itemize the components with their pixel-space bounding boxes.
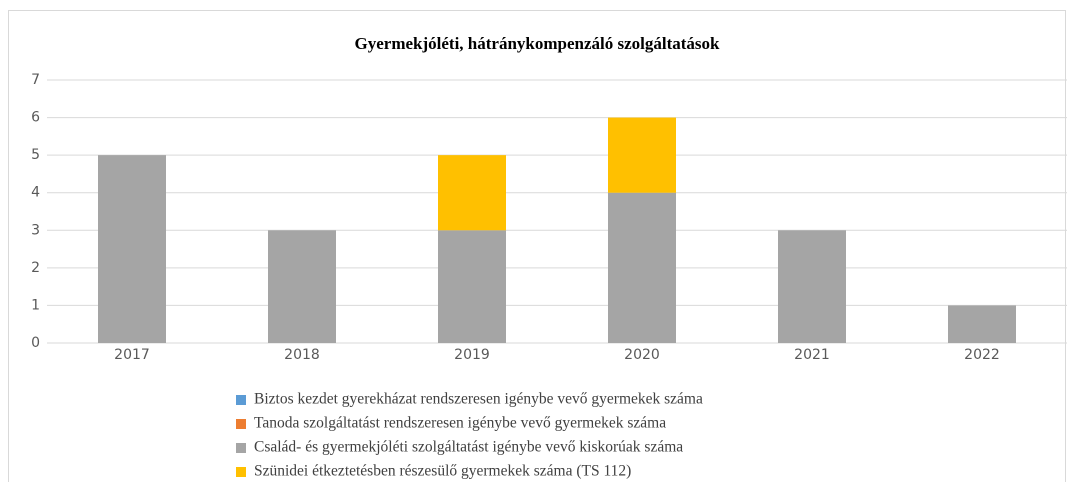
bar-segment [268, 230, 336, 343]
x-tick-label: 2021 [794, 347, 830, 363]
y-tick-label: 0 [31, 335, 40, 351]
chart-title: Gyermekjóléti, hátránykompenzáló szolgál… [355, 34, 721, 53]
y-tick-label: 6 [31, 110, 40, 126]
bar-segment [438, 155, 506, 231]
legend-swatch [236, 443, 246, 453]
legend-label: Tanoda szolgáltatást rendszeresen igényb… [254, 415, 666, 432]
bar-segment [948, 305, 1016, 343]
bar-segment [608, 117, 676, 193]
bar-segment [98, 155, 166, 343]
x-tick-label: 2017 [114, 347, 150, 363]
bar-segment [778, 230, 846, 343]
y-tick-label: 3 [31, 222, 40, 238]
legend-label: Család- és gyermekjóléti szolgáltatást i… [254, 439, 683, 456]
legend-label: Biztos kezdet gyerekházat rendszeresen i… [254, 391, 703, 408]
y-tick-label: 5 [31, 147, 40, 163]
x-tick-label: 2018 [284, 347, 320, 363]
legend-swatch [236, 467, 246, 477]
y-tick-label: 7 [31, 72, 40, 88]
legend-swatch [236, 395, 246, 405]
bar-segment [608, 192, 676, 343]
legend-label: Szünidei étkeztetésben részesülő gyermek… [254, 463, 631, 480]
chart-frame [8, 10, 1066, 482]
y-tick-label: 4 [31, 185, 40, 201]
y-tick-label: 1 [31, 297, 40, 313]
x-tick-label: 2019 [454, 347, 490, 363]
x-tick-label: 2020 [624, 347, 660, 363]
y-tick-label: 2 [31, 260, 40, 276]
legend-swatch [236, 419, 246, 429]
bar-segment [438, 230, 506, 343]
x-tick-label: 2022 [964, 347, 1000, 363]
